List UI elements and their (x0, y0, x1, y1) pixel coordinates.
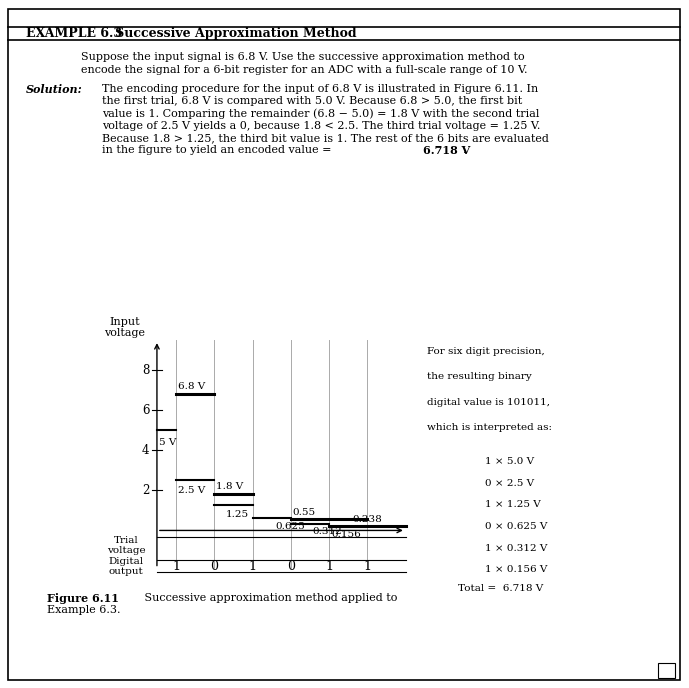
Text: 0.312: 0.312 (312, 526, 342, 536)
Text: digital value is 101011,: digital value is 101011, (427, 398, 551, 407)
Text: The encoding procedure for the input of 6.8 V is illustrated in Figure 6.11. In: The encoding procedure for the input of … (102, 84, 538, 94)
Text: which is interpreted as:: which is interpreted as: (427, 423, 552, 432)
Text: Example 6.3.: Example 6.3. (47, 605, 121, 616)
Text: 1.25: 1.25 (226, 510, 249, 519)
Text: 1 × 1.25 V: 1 × 1.25 V (485, 500, 541, 509)
Text: 6: 6 (142, 404, 150, 417)
Text: EXAMPLE 6.3: EXAMPLE 6.3 (26, 27, 122, 40)
Text: value is 1. Comparing the remainder (6.8 − 5.0) = 1.8 V with the second trial: value is 1. Comparing the remainder (6.8… (102, 109, 539, 119)
Text: 6.718 V: 6.718 V (423, 145, 471, 156)
Text: 1: 1 (364, 560, 371, 573)
Text: Figure 6.11: Figure 6.11 (47, 593, 119, 604)
Text: 1: 1 (325, 560, 333, 573)
Text: 0.625: 0.625 (276, 522, 305, 530)
Text: 0 × 0.625 V: 0 × 0.625 V (485, 522, 548, 531)
Text: encode the signal for a 6-bit register for an ADC with a full-scale range of 10 : encode the signal for a 6-bit register f… (81, 65, 528, 75)
Text: voltage of 2.5 V yields a 0, because 1.8 < 2.5. The third trial voltage = 1.25 V: voltage of 2.5 V yields a 0, because 1.8… (102, 120, 540, 131)
Text: the resulting binary: the resulting binary (427, 372, 532, 381)
Bar (658, 663, 675, 678)
Text: 0.238: 0.238 (352, 515, 382, 524)
Text: 6.8 V: 6.8 V (178, 383, 205, 391)
Text: 1: 1 (249, 560, 256, 573)
Text: 1: 1 (172, 560, 180, 573)
Text: the first trial, 6.8 V is compared with 5.0 V. Because 6.8 > 5.0, the first bit: the first trial, 6.8 V is compared with … (102, 96, 522, 106)
Text: 1 × 0.312 V: 1 × 0.312 V (485, 544, 548, 552)
Text: 1.8 V: 1.8 V (216, 482, 243, 491)
Text: .: . (463, 145, 466, 155)
Text: 0.55: 0.55 (293, 508, 316, 517)
Text: 5 V: 5 V (159, 438, 176, 447)
Text: Trial
voltage: Trial voltage (107, 536, 145, 555)
Text: in the figure to yield an encoded value =: in the figure to yield an encoded value … (102, 145, 335, 155)
Text: 4: 4 (142, 444, 150, 457)
Text: 0: 0 (210, 560, 218, 573)
Text: 0: 0 (287, 560, 295, 573)
Text: Solution:: Solution: (26, 84, 83, 95)
Text: 2: 2 (142, 484, 150, 497)
Text: 8: 8 (142, 364, 150, 377)
Text: Successive approximation method applied to: Successive approximation method applied … (134, 593, 398, 603)
Text: 0.156: 0.156 (331, 530, 361, 539)
Text: 0 × 2.5 V: 0 × 2.5 V (485, 479, 534, 488)
Text: Digital
output: Digital output (109, 557, 144, 576)
Text: Successive Approximation Method: Successive Approximation Method (102, 27, 357, 40)
Text: Suppose the input signal is 6.8 V. Use the successive approximation method to: Suppose the input signal is 6.8 V. Use t… (81, 52, 525, 63)
Text: 1 × 5.0 V: 1 × 5.0 V (485, 458, 534, 466)
Text: 1 × 0.156 V: 1 × 0.156 V (485, 565, 548, 574)
Text: 2.5 V: 2.5 V (178, 486, 205, 495)
Text: Because 1.8 > 1.25, the third bit value is 1. The rest of the 6 bits are evaluat: Because 1.8 > 1.25, the third bit value … (102, 133, 549, 143)
Text: For six digit precision,: For six digit precision, (427, 347, 545, 356)
Text: Input
voltage: Input voltage (104, 316, 145, 338)
Text: Total =  6.718 V: Total = 6.718 V (458, 585, 544, 594)
